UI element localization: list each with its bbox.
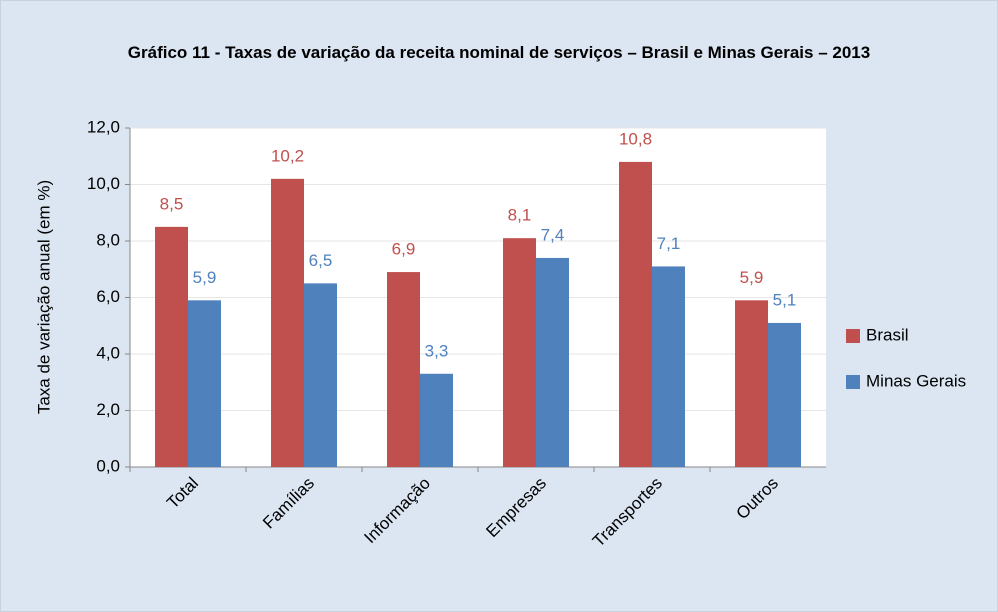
bar [387,272,420,467]
y-tick-label: 12,0 [87,117,120,136]
bar [619,161,652,467]
data-label: 10,2 [271,146,304,165]
y-tick-label: 6,0 [96,287,120,306]
data-label: 7,1 [657,234,681,253]
bar [271,178,304,467]
data-label: 6,9 [392,240,416,259]
data-label: 5,9 [740,268,764,287]
legend-label: Minas Gerais [866,371,966,390]
legend-swatch [846,375,860,389]
y-tick-label: 2,0 [96,400,120,419]
bar [304,283,337,467]
legend-label: Brasil [866,325,909,344]
data-label: 8,5 [160,194,184,213]
data-label: 3,3 [425,341,449,360]
bar [188,300,221,467]
data-label: 5,9 [193,268,217,287]
bar [735,300,768,467]
legend-swatch [846,329,860,343]
data-label: 10,8 [619,129,652,148]
bar [420,373,453,467]
chart-title: Gráfico 11 - Taxas de variação da receit… [127,43,871,62]
bar [536,257,569,467]
y-tick-label: 4,0 [96,343,120,362]
bar [768,322,801,467]
y-axis-label: Taxa de variação anual (em %) [34,180,53,414]
data-label: 5,1 [773,290,797,309]
bar [155,226,188,467]
data-label: 7,4 [541,225,565,244]
y-tick-label: 8,0 [96,230,120,249]
bar [652,266,685,467]
y-tick-label: 0,0 [96,456,120,475]
data-label: 6,5 [309,251,333,270]
bar [503,238,536,467]
data-label: 8,1 [508,206,532,225]
y-tick-label: 10,0 [87,174,120,193]
